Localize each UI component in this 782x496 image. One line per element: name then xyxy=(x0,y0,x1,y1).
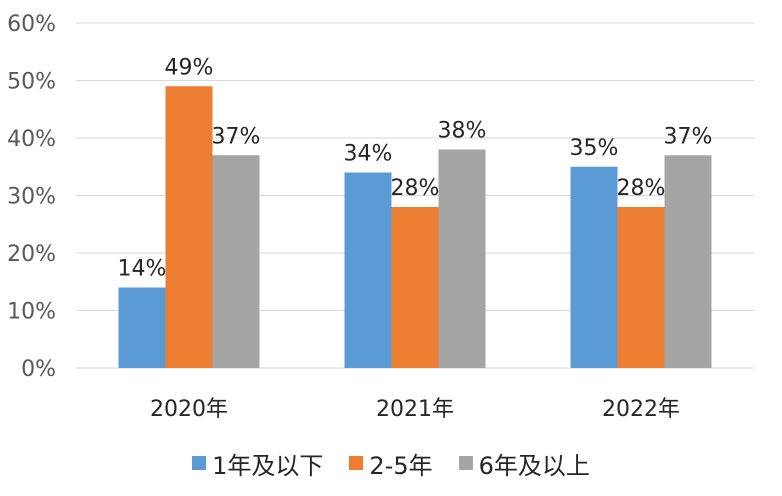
data-label-s2-c2: 37% xyxy=(664,124,713,149)
data-label-s0-c0: 14% xyxy=(118,257,167,282)
bar-s0-c2 xyxy=(570,166,618,368)
y-tick-label-1: 10% xyxy=(7,300,56,325)
y-tick-label-0: 0% xyxy=(21,357,56,382)
bar-s2-c2 xyxy=(664,155,712,368)
bar-s2-c0 xyxy=(212,155,260,368)
legend: 1年及以下 2-5年 6年及以上 xyxy=(0,446,782,480)
bar-s1-c2 xyxy=(617,207,665,368)
legend-label-series-2: 6年及以上 xyxy=(478,451,590,480)
legend-label-series-1: 2-5年 xyxy=(369,451,433,480)
y-tick-label-2: 20% xyxy=(7,242,56,267)
bar-s0-c0 xyxy=(118,287,166,368)
y-tick-label-6: 60% xyxy=(7,12,56,37)
x-tick-label-0: 2020年 xyxy=(150,397,228,422)
data-label-s1-c1: 28% xyxy=(391,176,440,201)
legend-label-series-0: 1年及以下 xyxy=(212,451,324,480)
legend-swatch-series-1 xyxy=(349,456,364,470)
bar-s0-c1 xyxy=(344,172,392,368)
y-tick-label-3: 30% xyxy=(7,185,56,210)
data-label-s0-c1: 34% xyxy=(344,142,393,167)
legend-swatch-series-0 xyxy=(192,456,207,470)
bar-s2-c1 xyxy=(438,149,486,368)
bar-chart: 0% 10% 20% 30% 40% 50% 60% 14% 49% 37% 2020年 34% 28%… xyxy=(7,12,754,422)
data-label-s1-c0: 49% xyxy=(165,55,214,80)
x-tick-label-1: 2021年 xyxy=(376,397,454,422)
data-label-s1-c2: 28% xyxy=(617,176,666,201)
legend-swatch-series-2 xyxy=(458,456,473,470)
x-tick-label-2: 2022年 xyxy=(602,397,680,422)
legend-item-series-1: 2-5年 xyxy=(349,446,433,481)
legend-item-series-2: 6年及以上 xyxy=(458,446,590,481)
bar-s1-c0 xyxy=(165,86,213,368)
bar-s1-c1 xyxy=(391,207,439,368)
data-label-s2-c1: 38% xyxy=(438,119,487,144)
y-tick-label-4: 40% xyxy=(7,127,56,152)
legend-item-series-0: 1年及以下 xyxy=(192,446,323,481)
data-label-s2-c0: 37% xyxy=(212,124,261,149)
y-tick-label-5: 50% xyxy=(7,70,56,95)
data-label-s0-c2: 35% xyxy=(570,136,619,161)
